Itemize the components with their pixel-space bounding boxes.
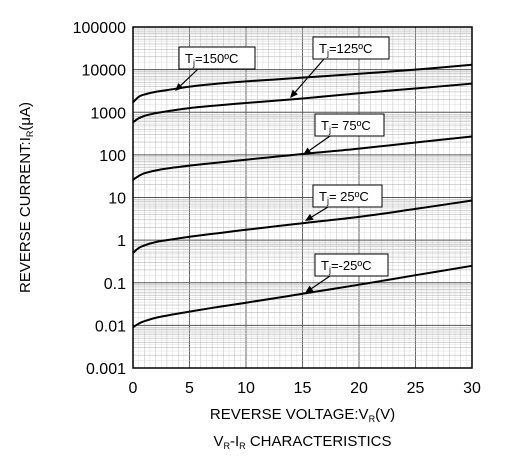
y-tick-label: 1 (117, 233, 126, 250)
curve-label-0: Tj=150ºC (178, 46, 256, 70)
curve-label-text: Tj=150ºC (185, 51, 238, 68)
curves (132, 63, 473, 329)
curve-label-box (312, 36, 390, 60)
series-line-1 (132, 82, 473, 124)
curve-label-4: Tj=-25ºC (314, 253, 389, 277)
y-tick-label: 100 (99, 148, 126, 165)
leader-line-0 (180, 68, 199, 86)
x-tick-label: 0 (129, 380, 138, 397)
y-tick-label: 1000 (90, 105, 126, 122)
leader-arrow-3 (305, 213, 314, 221)
curve-label-box (178, 46, 256, 70)
label-leaders (175, 58, 331, 293)
x-tick-label: 10 (237, 380, 255, 397)
curve-label-2: Tj= 75ºC (314, 113, 385, 137)
leader-arrow-0 (175, 82, 184, 91)
curve-label-text: Tj=-25ºC (321, 258, 371, 275)
chart-caption: VR-IR CHARACTERISTICS (213, 433, 391, 451)
series-line-2 (132, 135, 473, 181)
curve-labels: Tj=150ºC Tj=125ºC Tj= 75ºC Tj= 25ºC Tj=-25ºC (178, 36, 390, 277)
curve-label-box (314, 113, 385, 137)
plot-frame (132, 26, 473, 369)
leader-line-4 (311, 275, 331, 289)
series-line-3 (132, 199, 473, 254)
curve-label-3: Tj= 25ºC (312, 184, 383, 208)
leader-arrow-1 (290, 89, 298, 98)
y-tick-labels: 0.001 0.01 0.1 1 10 100 1000 10000 100000 (73, 20, 126, 378)
curve-label-text: Tj=125ºC (319, 41, 372, 58)
y-tick-label: 10000 (82, 63, 127, 80)
x-tick-labels: 0 5 10 15 20 25 30 (129, 380, 481, 397)
y-tick-label: 100000 (73, 20, 126, 37)
leader-line-1 (294, 58, 325, 93)
x-tick-label: 25 (407, 380, 425, 397)
x-tick-label: 15 (294, 380, 312, 397)
curve-label-text: Tj= 25ºC (319, 189, 369, 206)
curve-label-box (312, 184, 383, 208)
x-axis-title: REVERSE VOLTAGE:VR(V) (210, 406, 395, 424)
y-tick-label: 10 (108, 191, 126, 208)
curve-label-1: Tj=125ºC (312, 36, 390, 60)
y-axis-title: REVERSE CURRENT:IR(μA) (17, 102, 35, 293)
series-line-0 (132, 63, 473, 104)
x-tick-label: 30 (463, 380, 481, 397)
leader-line-3 (311, 206, 329, 218)
leader-arrow-2 (303, 147, 312, 155)
y-tick-label: 0.01 (95, 318, 126, 335)
leader-arrow-4 (305, 285, 314, 293)
y-tick-label: 0.001 (86, 361, 126, 378)
x-tick-label: 5 (185, 380, 194, 397)
x-tick-label: 20 (350, 380, 368, 397)
y-tick-label: 0.1 (104, 276, 126, 293)
curve-label-box (314, 253, 389, 277)
series-line-4 (132, 264, 473, 329)
curve-label-text: Tj= 75ºC (321, 118, 371, 135)
leader-line-2 (309, 135, 331, 151)
